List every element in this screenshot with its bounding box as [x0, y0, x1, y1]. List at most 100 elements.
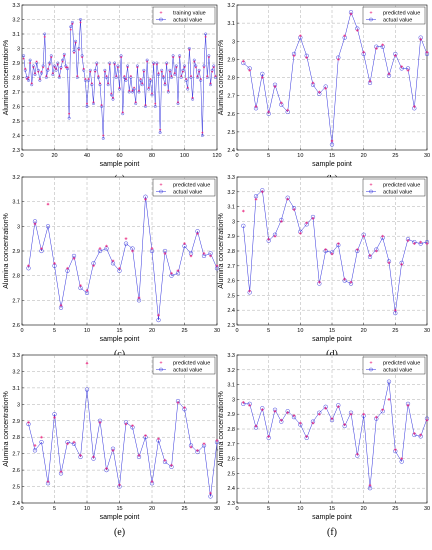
predicted-point-stroke	[400, 65, 403, 68]
predicted-point-stroke	[419, 38, 422, 41]
predicted-point-stroke	[209, 254, 212, 258]
predicted-point	[201, 131, 204, 134]
predicted-point	[98, 421, 102, 424]
predicted-point	[99, 82, 101, 85]
predicted-point	[110, 92, 113, 95]
predicted-point	[43, 35, 46, 38]
x-tick-label: 10	[297, 153, 303, 159]
predicted-point-stroke	[63, 54, 66, 57]
y-tick-label: 3	[232, 397, 235, 403]
predicted-point	[98, 247, 102, 250]
predicted-point-stroke	[413, 432, 416, 435]
predicted-point	[189, 445, 193, 449]
predicted-point	[180, 75, 183, 78]
predicted-point	[139, 77, 142, 80]
y-tick-label: 3.1	[12, 200, 20, 206]
legend-box	[362, 356, 426, 375]
predicted-point	[362, 50, 366, 54]
predicted-point-stroke	[134, 101, 137, 103]
legend-label-predicted: training value	[173, 11, 206, 17]
predicted-point	[102, 134, 105, 137]
y-tick-label: 2.9	[227, 57, 235, 63]
predicted-point-stroke	[46, 480, 50, 483]
predicted-point	[241, 400, 245, 404]
predicted-point-stroke	[84, 78, 87, 80]
predicted-point	[343, 277, 347, 281]
predicted-point-stroke	[98, 247, 102, 250]
predicted-point	[209, 491, 212, 495]
predicted-point	[330, 417, 334, 421]
predicted-point-stroke	[105, 244, 108, 248]
predicted-point	[112, 96, 114, 99]
predicted-point-stroke	[26, 78, 28, 80]
predicted-point-stroke	[53, 262, 56, 265]
predicted-point-stroke	[362, 413, 365, 416]
actual-point	[260, 71, 265, 76]
predicted-point-stroke	[299, 34, 302, 37]
predicted-point-stroke	[111, 259, 115, 262]
predicted-point-stroke	[394, 54, 397, 57]
predicted-point-stroke	[198, 70, 200, 73]
y-tick-label: 2.4	[227, 308, 235, 314]
predicted-point-stroke	[167, 89, 170, 92]
y-tick-label: 2.5	[227, 130, 235, 136]
predicted-point	[419, 38, 423, 41]
predicted-point-stroke	[324, 407, 327, 410]
x-tick-label: 0	[20, 153, 23, 159]
y-tick-label: 2.4	[12, 501, 20, 507]
predicted-point-stroke	[141, 82, 144, 85]
y-tick-label: 2.3	[227, 501, 235, 507]
y-tick-label: 2.8	[12, 274, 20, 280]
y-tick-label: 2.5	[12, 485, 20, 491]
predicted-point	[53, 66, 56, 69]
predicted-point-stroke	[79, 284, 82, 287]
predicted-point-stroke	[254, 424, 258, 428]
x-tick-label: 15	[116, 506, 122, 512]
y-tick-label: 3.3	[12, 3, 20, 9]
predicted-point	[35, 60, 38, 63]
predicted-point-stroke	[280, 220, 283, 223]
predicted-point-stroke	[164, 82, 166, 85]
x-tick-label: 25	[392, 506, 398, 512]
predicted-point	[273, 409, 277, 413]
predicted-point-stroke	[400, 457, 403, 460]
x-tick-label: 30	[214, 506, 220, 512]
x-tick-label: 10	[84, 328, 90, 334]
predicted-point	[149, 77, 152, 80]
predicted-point	[61, 60, 64, 63]
predicted-point-stroke	[79, 454, 82, 457]
predicted-point	[137, 453, 141, 457]
predicted-point-stroke	[190, 75, 192, 77]
predicted-point-stroke	[387, 72, 391, 75]
predicted-point-stroke	[30, 82, 33, 85]
predicted-point-stroke	[35, 60, 38, 63]
x-tick-label: 10	[84, 506, 90, 512]
predicted-point-stroke	[150, 247, 154, 250]
predicted-point	[305, 435, 309, 438]
predicted-point	[118, 86, 121, 89]
predicted-point	[157, 313, 160, 317]
predicted-point-stroke	[69, 28, 72, 31]
predicted-point-stroke	[118, 483, 121, 487]
predicted-point	[362, 412, 366, 416]
predicted-point-stroke	[280, 101, 283, 104]
predicted-point	[69, 28, 72, 31]
predicted-point-stroke	[180, 75, 183, 77]
predicted-point-stroke	[115, 75, 118, 77]
predicted-point-stroke	[105, 467, 108, 470]
predicted-point-stroke	[196, 75, 199, 77]
predicted-point-stroke	[40, 247, 43, 250]
predicted-point	[157, 437, 160, 441]
predicted-point-stroke	[387, 398, 391, 401]
predicted-point	[131, 89, 134, 92]
predicted-point	[330, 139, 334, 143]
predicted-point-stroke	[242, 60, 245, 63]
predicted-point	[368, 483, 372, 487]
legend-actual-marker	[159, 189, 163, 194]
x-tick-label: 25	[181, 328, 187, 334]
predicted-point-stroke	[144, 104, 147, 106]
predicted-point-stroke	[419, 240, 422, 244]
predicted-point-stroke	[362, 235, 365, 238]
legend-actual-marker	[159, 367, 163, 372]
